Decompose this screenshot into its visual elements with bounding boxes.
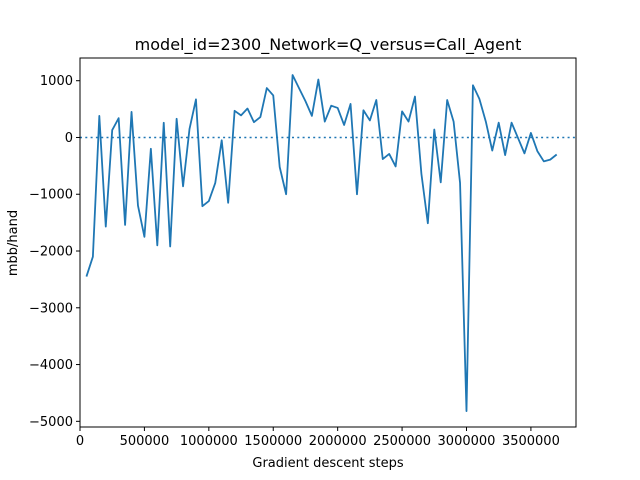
plot-area	[80, 74, 576, 412]
x-tick-label: 1000000	[180, 434, 238, 449]
y-tick-label: 0	[65, 131, 73, 146]
y-tick-label: −4000	[29, 358, 73, 373]
x-tick-label: 500000	[120, 434, 170, 449]
x-tick-label: 2000000	[309, 434, 367, 449]
y-tick-label: −3000	[29, 301, 73, 316]
y-tick-label: −2000	[29, 245, 73, 260]
x-tick-label: 3500000	[502, 434, 560, 449]
chart-title: model_id=2300_Network=Q_versus=Call_Agen…	[135, 35, 522, 55]
y-axis: −5000 −4000 −3000 −2000 −1000 0 1000	[29, 74, 80, 430]
x-axis-label: Gradient descent steps	[252, 456, 403, 471]
x-tick-label: 0	[76, 434, 84, 449]
series-line-0	[85, 74, 558, 412]
x-tick-label: 3000000	[438, 434, 496, 449]
y-axis-label: mbb/hand	[6, 210, 21, 276]
x-tick-label: 2500000	[373, 434, 431, 449]
x-axis: 0 500000 1000000 1500000 2000000 2500000 30000…	[76, 427, 560, 449]
y-tick-label: −1000	[29, 188, 73, 203]
x-tick-label: 1500000	[244, 434, 302, 449]
y-tick-label: −5000	[29, 415, 73, 430]
y-tick-label: 1000	[40, 74, 73, 89]
axes-frame	[79, 57, 577, 428]
